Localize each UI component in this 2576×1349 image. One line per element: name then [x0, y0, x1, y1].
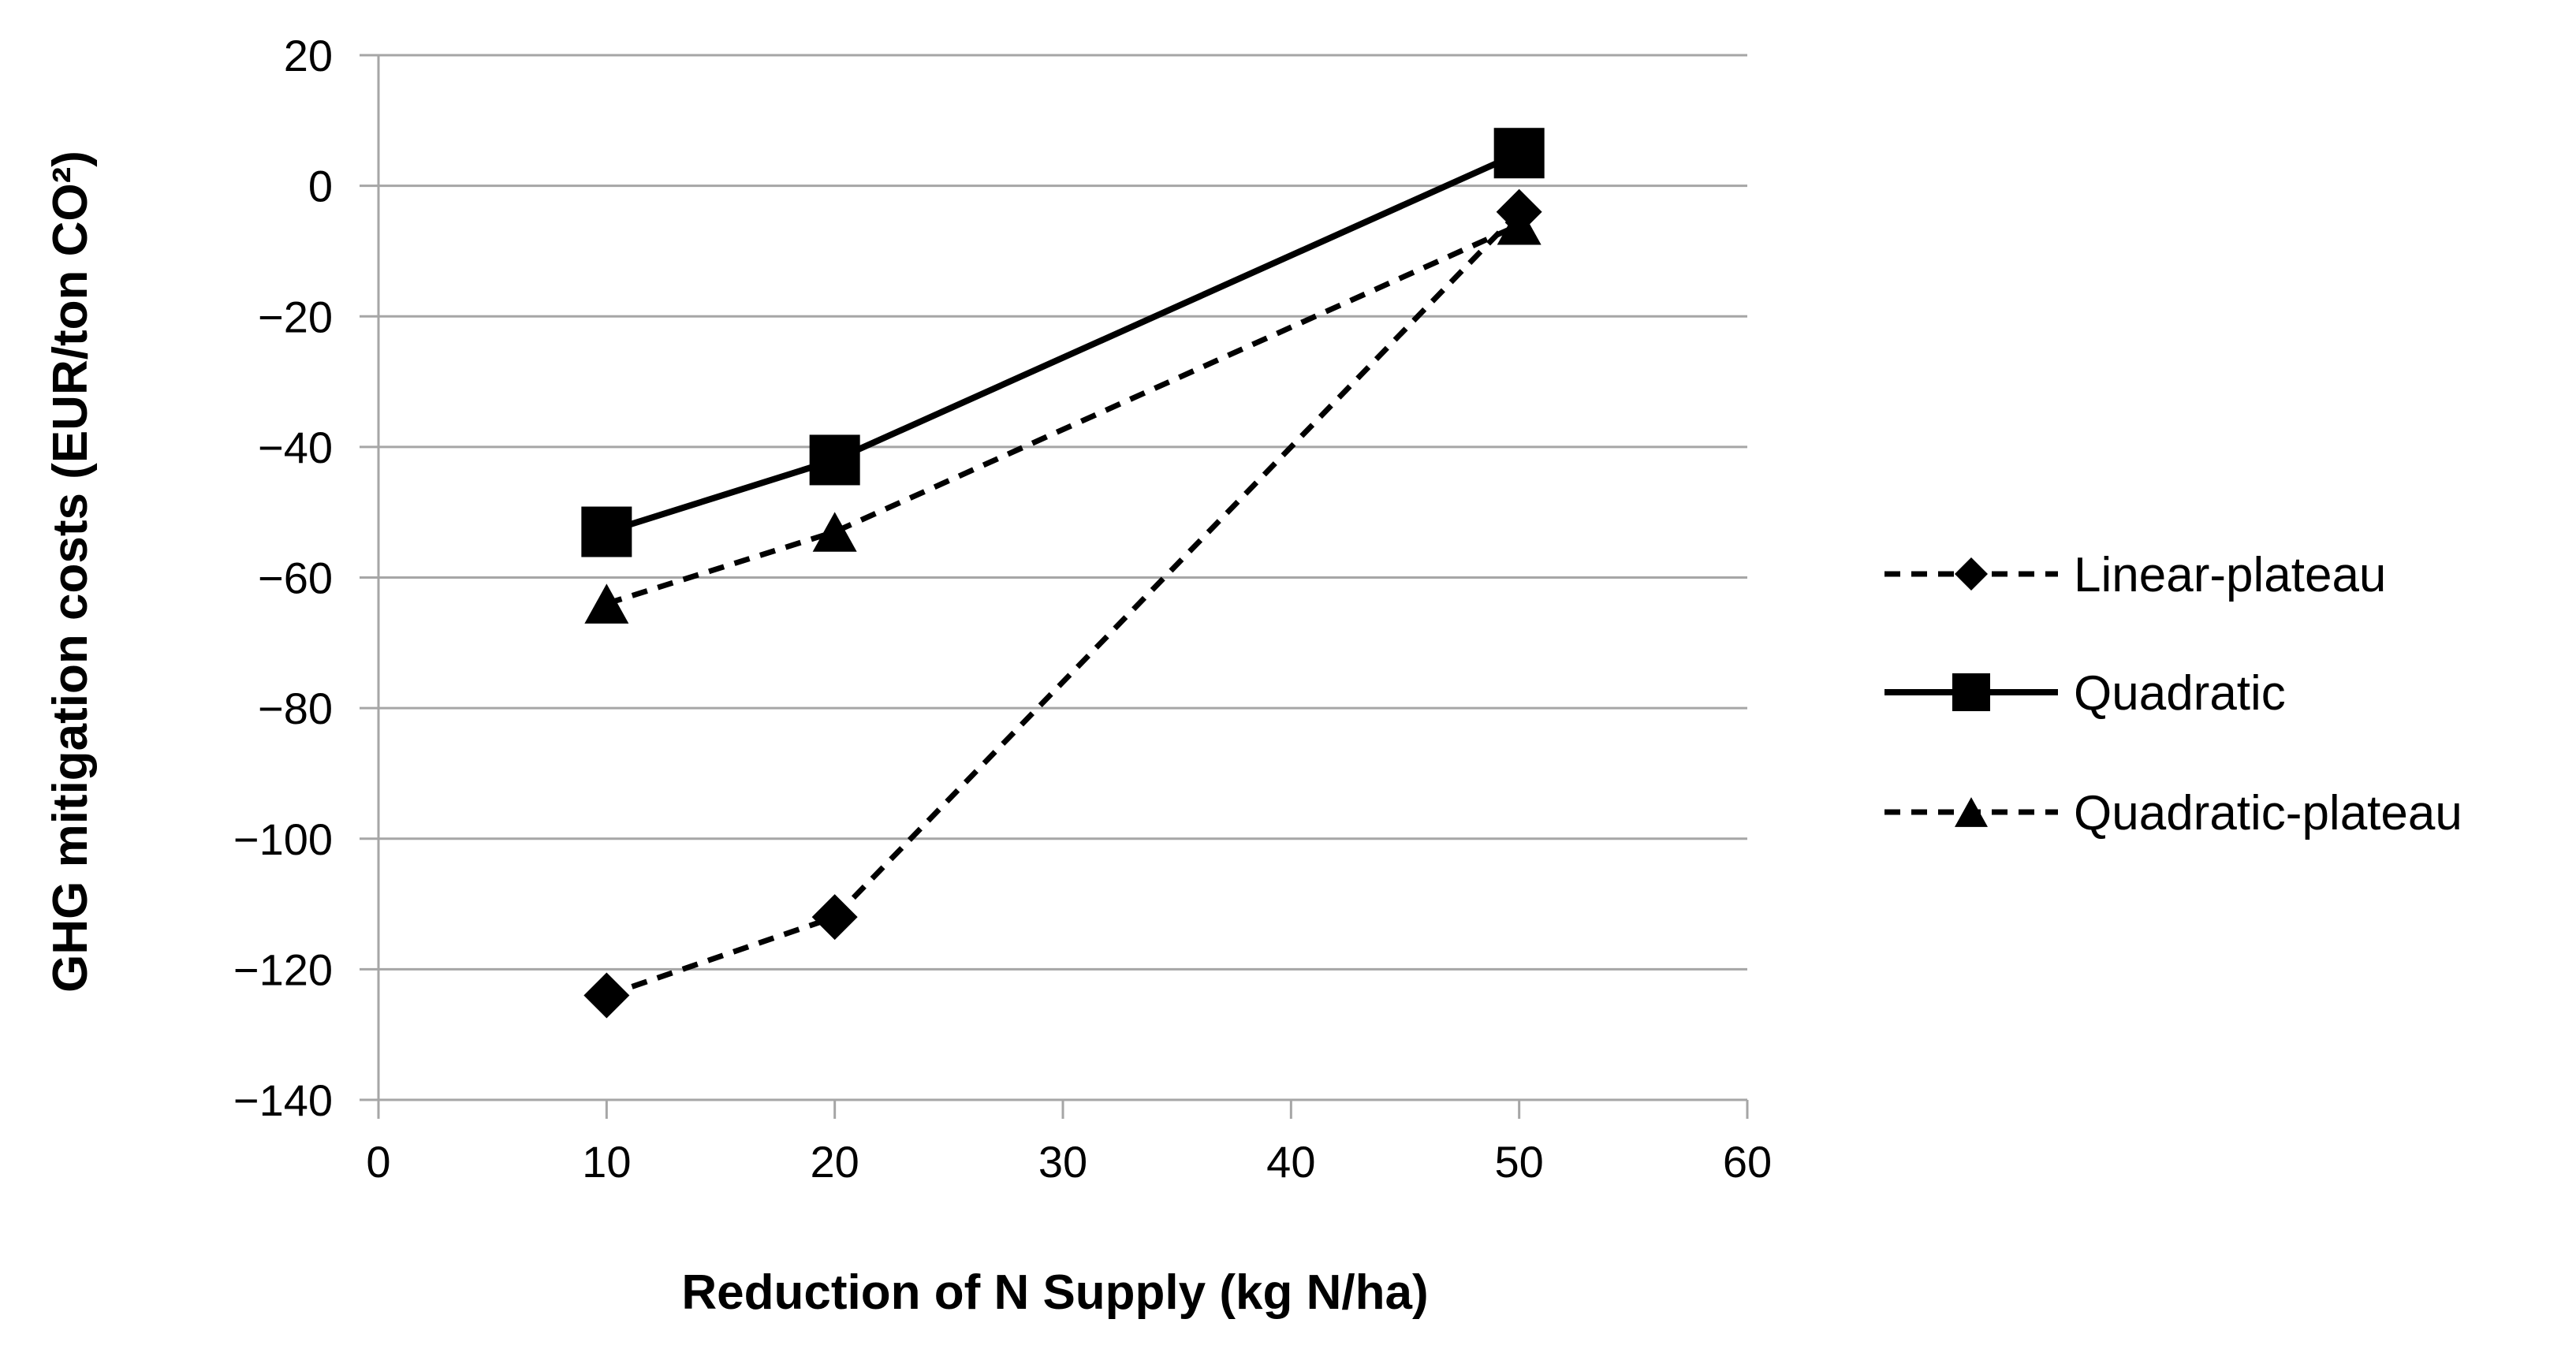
data-point-quadratic-plateau	[1497, 205, 1541, 245]
x-tick-label: 10	[582, 1137, 631, 1187]
legend-marker	[1955, 557, 1988, 591]
y-axis-title: GHG mitigation costs (EUR/ton CO²)	[43, 151, 98, 993]
series-line-quadratic	[606, 150, 1521, 535]
x-tick-label: 60	[1723, 1137, 1772, 1187]
data-point-quadratic-plateau	[812, 512, 857, 552]
y-tick-label: −140	[233, 1075, 333, 1125]
data-point-quadratic	[1493, 128, 1545, 179]
legend-label: Linear-plateau	[2074, 548, 2386, 602]
y-tick-label: −60	[258, 553, 333, 603]
data-point-quadratic	[809, 434, 860, 486]
legend-marker	[1952, 673, 1990, 711]
data-point-linear-plateau	[811, 894, 858, 941]
y-tick-label: −100	[233, 814, 333, 864]
legend-label: Quadratic	[2074, 666, 2286, 721]
legend-item-quadratic: Quadratic	[1884, 666, 2286, 721]
data-point-quadratic	[581, 506, 632, 557]
legend-label: Quadratic-plateau	[2074, 786, 2462, 840]
x-axis-title: Reduction of N Supply (kg N/ha)	[681, 1265, 1428, 1320]
series-line-linear-plateau	[606, 210, 1522, 998]
y-tick-label: −40	[258, 423, 333, 472]
x-tick-label: 0	[366, 1137, 390, 1187]
legend-item-linear-plateau: Linear-plateau	[1884, 548, 2386, 602]
y-tick-label: 20	[284, 31, 333, 80]
series-markers	[581, 128, 1545, 1019]
y-tick-label: −120	[233, 945, 333, 994]
y-tick-label: −20	[258, 292, 333, 341]
legend-marker	[1955, 797, 1988, 827]
legend-item-quadratic-plateau: Quadratic-plateau	[1884, 786, 2462, 840]
x-tick-label: 30	[1038, 1137, 1087, 1187]
tick-labels: 0 10 20 30 40 50 60 20 0 −20 −40 −60 −80 −100 −120 −140	[233, 31, 1772, 1187]
y-tick-label: 0	[308, 162, 333, 211]
axes	[360, 54, 1749, 1119]
data-point-linear-plateau	[583, 972, 630, 1019]
x-tick-label: 40	[1266, 1137, 1315, 1187]
data-point-quadratic-plateau	[584, 583, 629, 624]
y-tick-label: −80	[258, 684, 333, 733]
x-tick-label: 50	[1495, 1137, 1544, 1187]
legend: Linear-plateau Quadratic Quadratic-plateau	[1884, 548, 2462, 840]
x-tick-label: 20	[811, 1137, 859, 1187]
series-lines	[606, 150, 1522, 998]
series-line-quadratic-plateau	[606, 222, 1521, 606]
